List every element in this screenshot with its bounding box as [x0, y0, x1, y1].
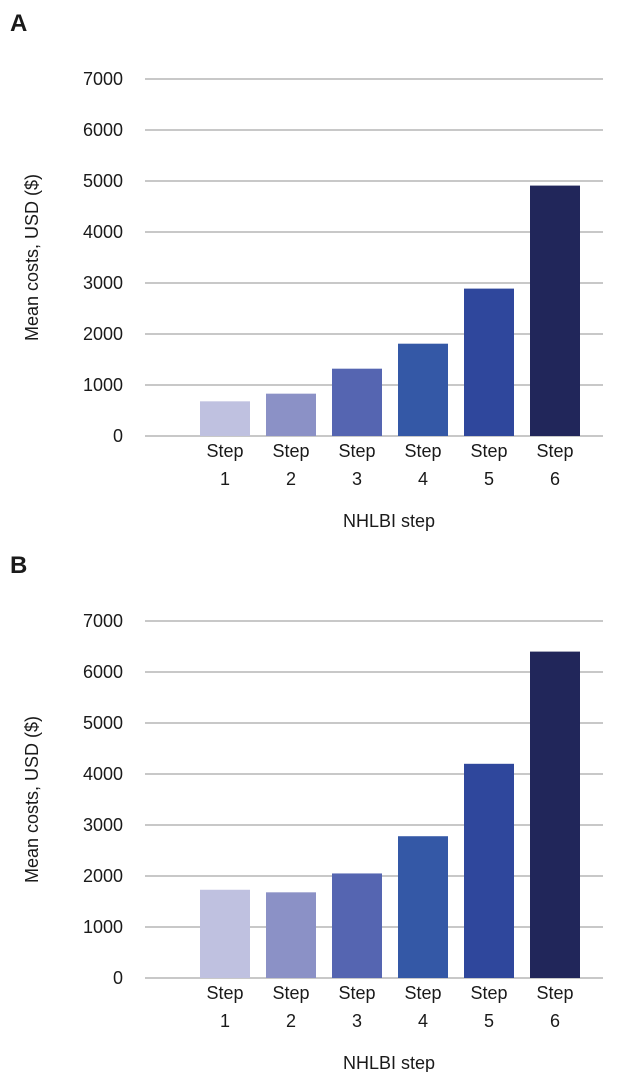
- x-tick-label: Step: [206, 441, 243, 461]
- x-tick-label: Step: [536, 441, 573, 461]
- y-tick-label: 1000: [83, 375, 123, 395]
- bar-a-step-5: [464, 288, 514, 436]
- x-tick-label-number: 6: [550, 1011, 560, 1031]
- panel-a-label: A: [10, 10, 28, 37]
- x-tick-label: Step: [536, 983, 573, 1003]
- y-tick-label: 7000: [83, 611, 123, 631]
- x-tick-label-number: 4: [418, 1011, 428, 1031]
- y-tick-label: 4000: [83, 764, 123, 784]
- x-tick-label-number: 3: [352, 469, 362, 489]
- y-tick-label: 0: [113, 426, 123, 446]
- bar-b-step-5: [464, 763, 514, 978]
- y-axis-label: Mean costs, USD ($): [22, 716, 42, 883]
- x-tick-label: Step: [470, 441, 507, 461]
- x-tick-label-number: 6: [550, 469, 560, 489]
- y-tick-label: 6000: [83, 662, 123, 682]
- x-tick-label-number: 5: [484, 1011, 494, 1031]
- y-tick-label: 2000: [83, 324, 123, 344]
- y-axis-label: Mean costs, USD ($): [22, 174, 42, 341]
- y-tick-label: 6000: [83, 120, 123, 140]
- bar-chart-a: 0 1000 2000 3000 4000 5000 6000 7000 Step 1 Step 2 S…: [22, 69, 603, 531]
- x-tick-label-number: 2: [286, 469, 296, 489]
- x-tick-label-number: 1: [220, 469, 230, 489]
- x-axis-label: NHLBI step: [343, 1053, 435, 1072]
- x-tick-label: Step: [272, 441, 309, 461]
- x-tick-label: Step: [470, 983, 507, 1003]
- y-tick-label: 7000: [83, 69, 123, 89]
- x-tick-label-number: 3: [352, 1011, 362, 1031]
- y-tick-label: 4000: [83, 222, 123, 242]
- x-tick-label: Step: [338, 983, 375, 1003]
- bar-b-step-1: [200, 889, 250, 978]
- y-tick-label: 5000: [83, 171, 123, 191]
- y-tick-label: 0: [113, 968, 123, 988]
- bar-chart-b: 0 1000 2000 3000 4000 5000 6000 7000 Step 1 Step 2 S…: [22, 611, 603, 1072]
- y-tick-label: 3000: [83, 273, 123, 293]
- x-tick-label-number: 4: [418, 469, 428, 489]
- x-tick-label: Step: [338, 441, 375, 461]
- bar-b-step-2: [266, 892, 316, 978]
- bar-a-step-2: [266, 393, 316, 436]
- x-tick-label-number: 5: [484, 469, 494, 489]
- bar-b-step-3: [332, 873, 382, 978]
- bar-a-step-4: [398, 343, 448, 436]
- bar-a-step-3: [332, 368, 382, 436]
- x-tick-label-number: 2: [286, 1011, 296, 1031]
- x-tick-label: Step: [404, 441, 441, 461]
- x-tick-label: Step: [206, 983, 243, 1003]
- x-tick-label: Step: [272, 983, 309, 1003]
- bar-a-step-1: [200, 401, 250, 436]
- bar-b-step-4: [398, 836, 448, 978]
- y-tick-label: 5000: [83, 713, 123, 733]
- y-tick-label: 1000: [83, 917, 123, 937]
- bar-b-step-6: [530, 651, 580, 978]
- x-axis-label: NHLBI step: [343, 511, 435, 531]
- x-tick-label-number: 1: [220, 1011, 230, 1031]
- y-tick-label: 3000: [83, 815, 123, 835]
- y-tick-label: 2000: [83, 866, 123, 886]
- bar-a-step-6: [530, 185, 580, 436]
- panel-b-label: B: [10, 552, 28, 579]
- x-tick-label: Step: [404, 983, 441, 1003]
